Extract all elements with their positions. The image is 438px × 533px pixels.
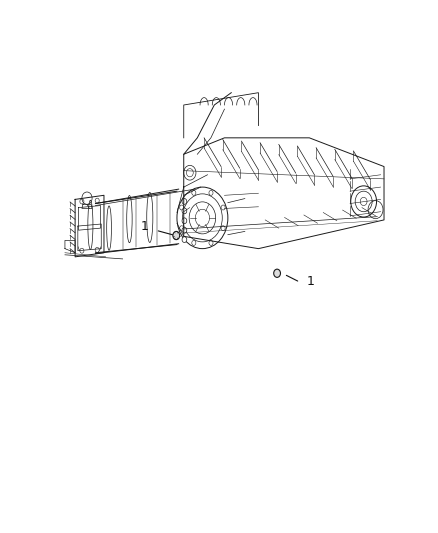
- Circle shape: [221, 226, 225, 231]
- Circle shape: [95, 247, 99, 252]
- Circle shape: [182, 208, 187, 214]
- Circle shape: [80, 199, 84, 204]
- Circle shape: [173, 231, 180, 240]
- Circle shape: [182, 227, 187, 233]
- Text: 1: 1: [307, 275, 315, 288]
- Circle shape: [209, 190, 213, 195]
- Circle shape: [221, 205, 225, 210]
- Circle shape: [182, 199, 187, 204]
- Circle shape: [182, 237, 187, 243]
- Circle shape: [180, 226, 184, 231]
- Circle shape: [95, 198, 99, 203]
- Circle shape: [274, 269, 280, 277]
- Circle shape: [180, 205, 184, 210]
- Circle shape: [192, 190, 196, 195]
- Circle shape: [192, 240, 196, 245]
- Circle shape: [182, 218, 187, 224]
- Text: 1: 1: [141, 220, 148, 232]
- Circle shape: [80, 248, 84, 253]
- Circle shape: [209, 240, 213, 245]
